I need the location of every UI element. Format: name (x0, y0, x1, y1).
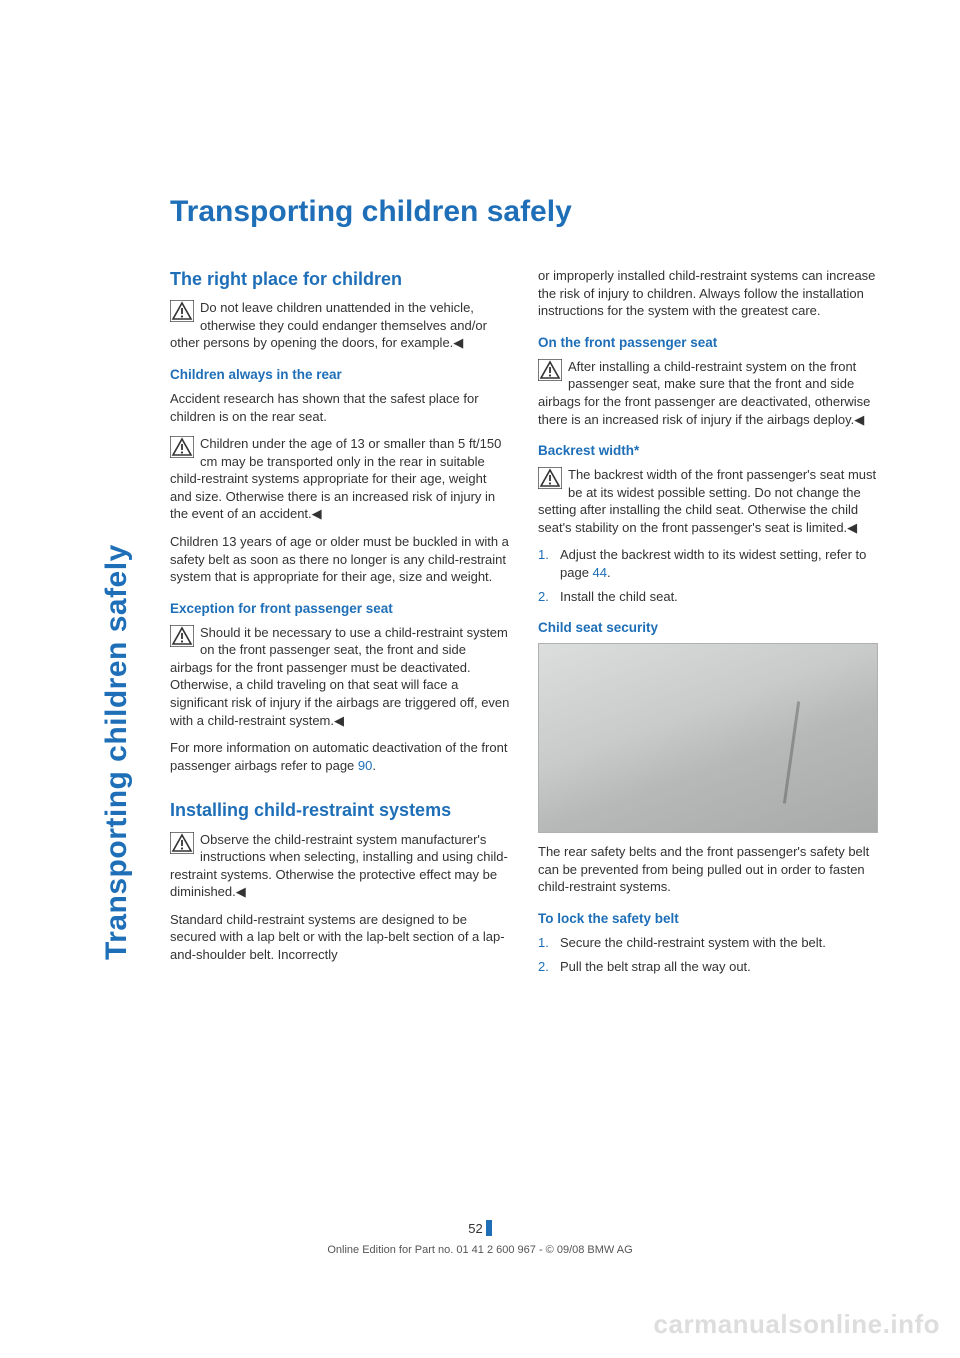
warning-front-seat: Should it be necessary to use a child-re… (170, 624, 510, 729)
warning-text: Children under the age of 13 or smaller … (170, 436, 501, 521)
page-link-90[interactable]: 90 (358, 758, 372, 773)
list-lock-steps: 1. Secure the child-restraint system wit… (538, 934, 878, 975)
text-over-13: Children 13 years of age or older must b… (170, 533, 510, 586)
page-title: Transporting children safely (170, 195, 880, 229)
list-item: 2. Install the child seat. (538, 588, 878, 606)
heading-exception: Exception for front passenger seat (170, 600, 510, 618)
heading-backrest: Backrest width* (538, 442, 878, 460)
heading-security: Child seat security (538, 619, 878, 637)
warning-unattended: Do not leave children unattended in the … (170, 299, 510, 352)
warning-under-13: Children under the age of 13 or smaller … (170, 435, 510, 523)
warning-icon (170, 832, 194, 854)
warning-text: After installing a child-restraint syste… (538, 359, 870, 427)
warning-icon (538, 467, 562, 489)
list-number: 1. (538, 546, 549, 564)
text-fragment: Pull the belt strap all the way out. (560, 959, 751, 974)
footer: 52 Online Edition for Part no. 01 41 2 6… (0, 1220, 960, 1256)
figure-rear-seat (538, 643, 878, 833)
warning-text: Should it be necessary to use a child-re… (170, 625, 509, 728)
warning-after-install: After installing a child-restraint syste… (538, 358, 878, 428)
page-link-44[interactable]: 44 (593, 565, 607, 580)
text-continuation: or improperly installed child-restraint … (538, 267, 878, 320)
warning-text: Do not leave children unattended in the … (170, 300, 487, 350)
text-rear-intro: Accident research has shown that the saf… (170, 390, 510, 425)
list-number: 2. (538, 958, 549, 976)
heading-right-place: The right place for children (170, 267, 510, 291)
list-item: 1. Adjust the backrest width to its wide… (538, 546, 878, 581)
column-left: The right place for children Do not leav… (170, 267, 510, 985)
warning-icon (170, 300, 194, 322)
page-number-bar (486, 1220, 492, 1236)
list-number: 2. (538, 588, 549, 606)
list-item: 2. Pull the belt strap all the way out. (538, 958, 878, 976)
text-security: The rear safety belts and the front pass… (538, 843, 878, 896)
text-more-info: For more information on automatic deacti… (170, 739, 510, 774)
page-body: Transporting children safely The right p… (80, 195, 880, 985)
footer-edition-line: Online Edition for Part no. 01 41 2 600 … (0, 1244, 960, 1256)
page-number: 52 (468, 1221, 482, 1236)
watermark: carmanualsonline.info (654, 1309, 940, 1340)
text-fragment: . (607, 565, 611, 580)
warning-icon (170, 436, 194, 458)
list-backrest-steps: 1. Adjust the backrest width to its wide… (538, 546, 878, 605)
text-fragment: Secure the child-restraint system with t… (560, 935, 826, 950)
text-fragment: . (372, 758, 376, 773)
heading-lock-belt: To lock the safety belt (538, 910, 878, 928)
warning-icon (170, 625, 194, 647)
warning-text: The backrest width of the front passenge… (538, 467, 876, 535)
list-number: 1. (538, 934, 549, 952)
warning-backrest: The backrest width of the front passenge… (538, 466, 878, 536)
column-right: or improperly installed child-restraint … (538, 267, 878, 985)
text-fragment: Install the child seat. (560, 589, 678, 604)
list-item: 1. Secure the child-restraint system wit… (538, 934, 878, 952)
heading-front-passenger: On the front passenger seat (538, 334, 878, 352)
heading-install: Installing child-restraint systems (170, 798, 510, 822)
heading-rear: Children always in the rear (170, 366, 510, 384)
warning-icon (538, 359, 562, 381)
warning-manufacturer: Observe the child-restraint system manuf… (170, 831, 510, 901)
text-standard-systems: Standard child-restraint systems are des… (170, 911, 510, 964)
warning-text: Observe the child-restraint system manuf… (170, 832, 508, 900)
text-fragment: For more information on automatic deacti… (170, 740, 507, 773)
